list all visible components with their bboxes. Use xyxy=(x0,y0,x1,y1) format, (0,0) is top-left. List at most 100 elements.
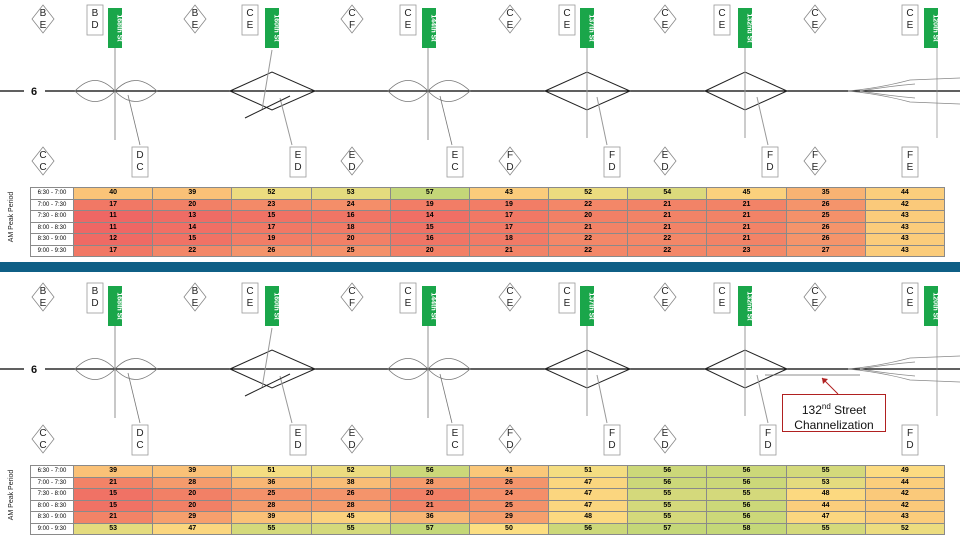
top-los-sign-9: CE xyxy=(713,282,731,314)
speed-cell: 48 xyxy=(785,488,866,501)
speed-cell: 55 xyxy=(627,499,708,512)
speed-cell: 21 xyxy=(627,198,708,211)
los-grade: E xyxy=(564,298,571,309)
top-los-sign-3: CE xyxy=(241,282,259,314)
los-grade: F xyxy=(609,150,615,161)
speed-cell: 43 xyxy=(864,233,946,246)
interchange-132nd xyxy=(703,45,789,146)
speed-cell: 22 xyxy=(548,244,629,257)
los-grade: F xyxy=(349,20,355,31)
corridor-diagram-after: 6 xyxy=(0,282,960,456)
street-sign-120th: 120th St xyxy=(924,286,939,326)
speed-cell: 56 xyxy=(548,522,629,535)
speed-cell: 26 xyxy=(785,233,866,246)
street-sign-137th: 137th St xyxy=(580,286,595,326)
top-los-sign-0: BE xyxy=(31,4,55,34)
svg-text:168th St: 168th St xyxy=(116,292,123,320)
top-los-sign-10: CE xyxy=(803,282,827,312)
los-grade: D xyxy=(294,162,301,173)
speed-cell: 43 xyxy=(864,221,946,234)
los-grade: E xyxy=(662,150,669,161)
bottom-los-sign-1: DC xyxy=(131,424,149,456)
bottom-los-sign-8: FD xyxy=(761,146,779,178)
bottom-los-sign-5: FD xyxy=(498,146,522,176)
speed-cell: 25 xyxy=(310,244,391,257)
los-grade: C xyxy=(348,8,355,19)
speed-cell: 51 xyxy=(231,465,312,478)
top-los-sign-4: CF xyxy=(340,282,364,312)
los-grade: F xyxy=(507,428,513,439)
speed-cell: 15 xyxy=(231,210,312,223)
callout-suffix: nd xyxy=(821,402,831,411)
los-grade: D xyxy=(661,162,668,173)
los-grade: F xyxy=(767,150,773,161)
speed-cell: 28 xyxy=(231,499,312,512)
los-grade: C xyxy=(563,286,570,297)
los-grade: D xyxy=(91,20,98,31)
los-grade: D xyxy=(506,162,513,173)
time-period-cell: 8:30 - 9:00 xyxy=(30,511,74,524)
los-grade: E xyxy=(662,298,669,309)
speed-cell: 36 xyxy=(389,511,470,524)
speed-cell: 24 xyxy=(310,198,391,211)
los-grade: D xyxy=(608,440,615,451)
bottom-los-sign-3: ED xyxy=(340,424,364,454)
speed-cell: 25 xyxy=(468,499,550,512)
bottom-los-sign-10: FE xyxy=(901,146,919,178)
interchange-160th xyxy=(228,327,317,424)
los-grade: E xyxy=(907,298,914,309)
speed-cell: 52 xyxy=(548,187,629,200)
time-period-cell: 8:00 - 8:30 xyxy=(30,221,74,234)
speed-cell: 14 xyxy=(389,210,470,223)
top-los-sign-7: CE xyxy=(558,4,576,36)
speed-cell: 56 xyxy=(706,499,787,512)
los-grade: E xyxy=(349,150,356,161)
time-period-cell: 8:00 - 8:30 xyxy=(30,499,74,512)
los-grade: D xyxy=(294,440,301,451)
speed-cell: 56 xyxy=(389,465,470,478)
speed-cell: 50 xyxy=(468,522,550,535)
interchange-137th xyxy=(543,323,632,424)
interchange-168th xyxy=(74,318,158,424)
speed-cell: 39 xyxy=(152,465,233,478)
speed-table-after: 6:30 - 7:00 39 39 51 52 56 41 51 56 56 55 49 7:00 - … xyxy=(30,465,946,535)
top-los-sign-1: BD xyxy=(86,282,104,314)
speed-cell: 17 xyxy=(468,221,550,234)
table-row: 8:00 - 8:30 15 20 28 28 21 25 47 55 56 44 42 xyxy=(30,499,946,512)
speed-cell: 29 xyxy=(468,511,550,524)
los-grade: C xyxy=(136,162,143,173)
speed-cell: 15 xyxy=(72,499,154,512)
speed-cell: 13 xyxy=(152,210,233,223)
los-grade: E xyxy=(719,298,726,309)
speed-cell: 22 xyxy=(627,233,708,246)
speed-cell: 12 xyxy=(72,233,154,246)
speed-cell: 21 xyxy=(706,210,787,223)
speed-cell: 11 xyxy=(72,221,154,234)
speed-cell: 21 xyxy=(389,499,470,512)
interchange-144th xyxy=(387,45,471,146)
speed-cell: 22 xyxy=(627,244,708,257)
table-row: 8:30 - 9:00 12 15 19 20 16 18 22 22 21 26 43 xyxy=(30,233,946,246)
los-grade: E xyxy=(405,298,412,309)
los-grade: D xyxy=(348,162,355,173)
table-row: 8:00 - 8:30 11 14 17 18 15 17 21 21 21 26 43 xyxy=(30,221,946,234)
los-grade: D xyxy=(766,162,773,173)
bottom-los-sign-7: ED xyxy=(653,146,677,176)
callout-number: 132 xyxy=(801,403,822,417)
top-los-sign-2: BE xyxy=(183,282,207,312)
speed-cell: 22 xyxy=(548,233,629,246)
los-grade: B xyxy=(192,286,199,297)
los-grade: E xyxy=(192,20,199,31)
speed-cell: 19 xyxy=(468,198,550,211)
svg-text:160th St: 160th St xyxy=(273,292,280,320)
bottom-los-sign-8: FD xyxy=(759,424,777,456)
street-sign-160th: 160th St xyxy=(265,8,280,48)
speed-cell: 20 xyxy=(152,499,233,512)
top-los-sign-7: CE xyxy=(558,282,576,314)
los-grade: D xyxy=(91,298,98,309)
time-period-cell: 7:30 - 8:00 xyxy=(30,488,74,501)
speed-cell: 45 xyxy=(706,187,787,200)
channelization-callout: 132nd Street Channelization xyxy=(782,394,886,432)
los-grade: D xyxy=(136,150,143,161)
